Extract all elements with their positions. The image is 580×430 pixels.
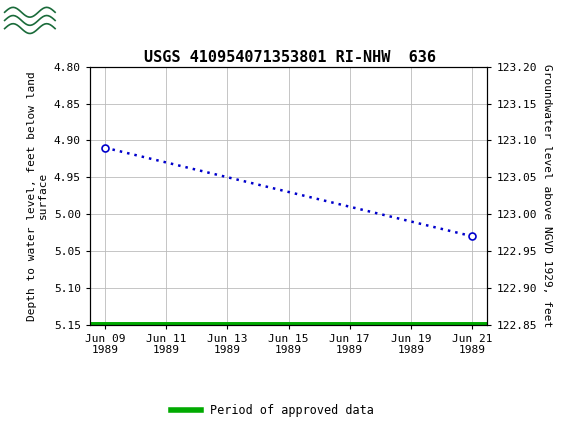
Text: USGS 410954071353801 RI-NHW  636: USGS 410954071353801 RI-NHW 636 <box>144 49 436 64</box>
Text: USGS: USGS <box>61 11 121 30</box>
Y-axis label: Groundwater level above NGVD 1929, feet: Groundwater level above NGVD 1929, feet <box>542 64 552 327</box>
Legend: Period of approved data: Period of approved data <box>166 399 379 422</box>
Y-axis label: Depth to water level, feet below land
surface: Depth to water level, feet below land su… <box>27 71 48 320</box>
Bar <box>3 3 58 37</box>
